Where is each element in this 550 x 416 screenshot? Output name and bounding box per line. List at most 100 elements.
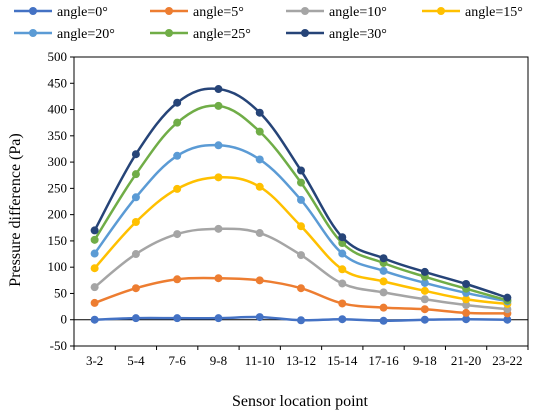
data-point — [90, 235, 99, 244]
data-point — [503, 315, 512, 324]
data-point — [214, 314, 223, 323]
data-point — [462, 295, 471, 304]
x-tick-label: 17-16 — [368, 353, 399, 368]
x-axis-label: Sensor location point — [232, 393, 369, 410]
legend-label: angle=25° — [193, 27, 251, 42]
data-point — [173, 184, 182, 193]
data-point — [173, 151, 182, 160]
y-tick-label: 200 — [48, 207, 68, 222]
legend-label: angle=5° — [193, 5, 244, 20]
data-point — [131, 170, 140, 179]
x-tick-label: 15-14 — [327, 353, 358, 368]
data-point — [503, 293, 512, 302]
y-tick-label: 400 — [48, 102, 68, 117]
data-point — [462, 315, 471, 324]
legend-marker — [29, 29, 37, 37]
legend-item: angle=10° — [286, 5, 387, 20]
data-point — [297, 316, 305, 325]
data-point — [420, 286, 429, 295]
x-tick-label: 9-8 — [210, 353, 227, 368]
data-point — [420, 305, 429, 314]
data-point — [214, 274, 223, 283]
data-point — [338, 265, 347, 274]
data-point — [90, 226, 99, 235]
data-point — [255, 313, 264, 322]
data-point — [379, 277, 388, 286]
data-point — [173, 118, 182, 127]
data-point — [420, 295, 429, 304]
data-point — [90, 315, 99, 324]
data-point — [214, 141, 223, 150]
series-2 — [90, 224, 512, 314]
legend-item: angle=25° — [150, 27, 251, 42]
data-point — [338, 239, 347, 248]
legend-label: angle=20° — [57, 27, 115, 42]
data-point — [462, 301, 471, 310]
data-point — [338, 315, 347, 324]
data-point — [297, 178, 305, 187]
data-point — [338, 249, 347, 258]
legend-marker — [437, 7, 445, 15]
x-tick-label: 5-4 — [127, 353, 145, 368]
data-point — [131, 150, 140, 159]
data-point — [420, 267, 429, 276]
data-point — [214, 173, 223, 182]
legend-label: angle=10° — [329, 5, 387, 20]
x-tick-label: 9-18 — [413, 353, 437, 368]
legend: angle=0° angle=5° angle=10° angle=15° angle=… — [14, 5, 523, 42]
legend-marker — [165, 29, 173, 37]
x-tick-label: 11-10 — [245, 353, 275, 368]
y-tick-label: 50 — [54, 285, 67, 300]
data-point — [255, 182, 264, 191]
data-point — [297, 166, 305, 175]
data-point — [297, 222, 305, 231]
x-tick-label: 13-12 — [286, 353, 316, 368]
legend-item: angle=0° — [14, 5, 108, 20]
data-point — [379, 254, 388, 263]
data-point — [255, 108, 264, 117]
data-point — [420, 315, 429, 324]
data-point — [255, 127, 264, 136]
data-point — [297, 251, 305, 260]
data-point — [173, 230, 182, 239]
data-point — [214, 224, 223, 233]
series-3 — [90, 173, 512, 308]
y-tick-label: 0 — [61, 312, 68, 327]
series-line — [93, 227, 508, 311]
data-point — [379, 303, 388, 312]
data-point — [255, 276, 264, 285]
x-tick-label: 3-2 — [86, 353, 103, 368]
data-point — [173, 275, 182, 284]
data-point — [90, 264, 99, 273]
x-tick-label: 23-22 — [492, 353, 522, 368]
x-tick-label: 21-20 — [451, 353, 481, 368]
data-point — [338, 299, 347, 308]
legend-item: angle=30° — [286, 27, 387, 42]
data-point — [131, 284, 140, 293]
series-layer — [90, 85, 512, 325]
data-point — [131, 250, 140, 259]
legend-label: angle=15° — [465, 5, 523, 20]
data-point — [173, 98, 182, 107]
y-tick-label: 500 — [48, 49, 68, 64]
y-tick-label: 100 — [48, 259, 68, 274]
legend-marker — [29, 7, 37, 15]
data-point — [379, 316, 388, 325]
data-point — [462, 308, 471, 317]
axes: -50 0 50 100 150 200 250 300 350 400 450 500 3-2 5-4 7… — [48, 49, 529, 368]
legend-label: angle=0° — [57, 5, 108, 20]
series-0 — [90, 313, 512, 325]
data-point — [379, 266, 388, 275]
series-1 — [90, 274, 512, 318]
y-tick-label: 450 — [48, 75, 68, 90]
data-point — [214, 101, 223, 110]
data-point — [131, 314, 140, 323]
data-point — [173, 314, 182, 323]
legend-label: angle=30° — [329, 27, 387, 42]
legend-marker — [301, 7, 309, 15]
legend-marker — [165, 7, 173, 15]
data-point — [297, 284, 305, 293]
legend-marker — [301, 29, 309, 37]
